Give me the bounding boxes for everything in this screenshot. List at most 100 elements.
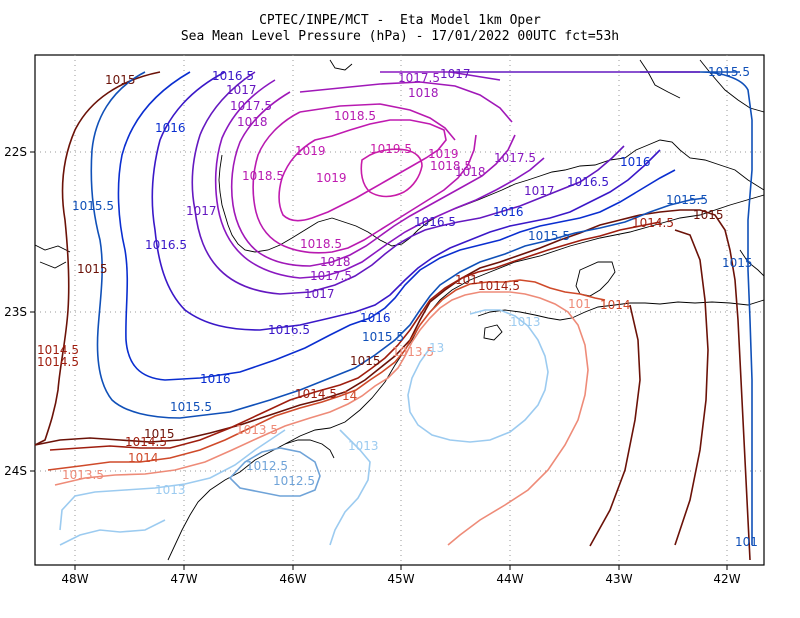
label-1012-5-b: 1012.5: [273, 474, 315, 488]
x-tick-44w: 44W: [496, 572, 523, 586]
label-1016-5-b: 1016.5: [567, 175, 609, 189]
label-1017-c: 1017: [186, 204, 217, 218]
isobar-1014-5: [49, 221, 661, 451]
isobar-1015-west: [34, 71, 161, 446]
isobar-1017-5: [214, 79, 545, 279]
isobar-1015-east: [674, 229, 709, 546]
isobar-1013-sw: [59, 519, 166, 546]
label-1018-a: 1018: [408, 86, 439, 100]
label-1016-b: 1016: [620, 155, 651, 169]
label-1017-5-a: 1017.5: [398, 71, 440, 85]
label-1014-a: 1014: [600, 298, 631, 312]
label-1016-5-e: 1016.5: [268, 323, 310, 337]
label-1017-a: 1017: [226, 83, 257, 97]
label-1018-b: 1018: [237, 115, 268, 129]
label-1016-a: 1016: [155, 121, 186, 135]
label-1013-a: 1013: [510, 315, 541, 329]
isobar-1018-5: [252, 111, 477, 254]
isobar-1014: [47, 279, 606, 471]
label-1016-c: 1016: [493, 205, 524, 219]
label-1019-b: 1019: [428, 147, 459, 161]
label-1013-5-a: 1013.5: [392, 345, 434, 359]
label-1015-f: 1015: [144, 427, 175, 441]
label-1017-5-d: 1017.5: [310, 269, 352, 283]
label-1013-5-c: 1013.5: [62, 468, 104, 482]
isobar-1013-5: [54, 291, 589, 546]
isobar-1019-5: [360, 148, 423, 198]
y-tick-23s: 23S: [4, 305, 27, 319]
isobars: [34, 71, 753, 561]
x-tick-42w: 42W: [713, 572, 740, 586]
isobar-1018: [230, 91, 516, 267]
label-1014-5-c: 1014.5: [37, 343, 79, 357]
label-1019-c: 1019: [316, 171, 347, 185]
label-1018-5-b: 1018.5: [430, 159, 472, 173]
isobar-1013-south: [329, 429, 371, 546]
coastline: [34, 59, 765, 561]
label-1018-5-c: 1018.5: [242, 169, 284, 183]
label-1015-5-f: 1015.5: [170, 400, 212, 414]
isobar-1015-south: [589, 304, 641, 547]
label-1015-d: 1015: [722, 256, 753, 270]
isobar-1013-center: [407, 309, 549, 443]
label-1015-5-e: 1015.5: [362, 330, 404, 344]
label-1017-b: 1017: [440, 67, 471, 81]
label-1015-5-d: 1015.5: [528, 229, 570, 243]
label-1016-5-d: 1016.5: [145, 238, 187, 252]
label-1013-5-b: 1013.5: [236, 423, 278, 437]
isobar-1016-5: [151, 71, 661, 331]
label-1015-e: 1015: [350, 354, 381, 368]
label-1014-5-f: 1014.5: [125, 435, 167, 449]
label-1017-5-b: 1017.5: [230, 99, 272, 113]
label-101-c: 101: [735, 535, 758, 549]
label-1015-c: 1015: [77, 262, 108, 276]
x-tick-48w: 48W: [61, 572, 88, 586]
isobar-1016: [117, 71, 676, 381]
label-1014-5-d: 1014.5: [37, 355, 79, 369]
isobar-1017: [191, 71, 625, 295]
label-1018-5-d: 1018.5: [300, 237, 342, 251]
label-1014-b: 1014: [128, 451, 159, 465]
map-title-line2: Sea Mean Level Pressure (hPa) - 17/01/20…: [180, 29, 620, 44]
label-1015-5-a: 1015.5: [72, 199, 114, 213]
x-tick-43w: 43W: [605, 572, 632, 586]
label-14: 14: [342, 389, 357, 403]
label-1016-e: 1016: [200, 372, 231, 386]
isobar-1012-5: [228, 447, 321, 497]
label-1013-b: 1013: [348, 439, 379, 453]
isobar-1018-north: [299, 81, 513, 123]
label-1018-5-a: 1018.5: [334, 109, 376, 123]
map-frame: [34, 54, 765, 566]
label-13-a: 13: [429, 341, 444, 355]
isobar-1013-west: [59, 429, 286, 531]
label-1018-d: 1018: [320, 255, 351, 269]
label-1014-5-e: 1014.5: [295, 387, 337, 401]
label-1014-5-b: 1014.5: [478, 279, 520, 293]
label-1016-d: 1016: [360, 311, 391, 325]
tick-marks: [30, 151, 728, 570]
x-tick-45w: 45W: [387, 572, 414, 586]
label-101-b: 101: [568, 297, 591, 311]
isobar-1018-5-north: [299, 103, 456, 141]
label-1017-e: 1017: [304, 287, 335, 301]
isobar-1019: [278, 119, 447, 222]
map-title-line1: CPTEC/INPE/MCT - Eta Model 1km Oper: [259, 13, 541, 28]
contour-labels: 1015 1016.5 1017 1017.5 1017 1018 1017.5…: [37, 65, 758, 549]
isobar-1015-main: [34, 209, 751, 561]
label-1012-5-a: 1012.5: [246, 459, 288, 473]
y-tick-22s: 22S: [4, 145, 27, 159]
label-101-a: 101: [455, 273, 478, 287]
x-tick-47w: 47W: [170, 572, 197, 586]
isobar-1017-5-north: [380, 71, 501, 81]
label-1016-5-c: 1016.5: [414, 215, 456, 229]
label-1015-5-b: 1015.5: [666, 193, 708, 207]
label-1019-5: 1019.5: [370, 142, 412, 156]
label-1019-a: 1019: [295, 144, 326, 158]
label-1015-a: 1015: [105, 73, 136, 87]
x-tick-46w: 46W: [279, 572, 306, 586]
label-1015-b: 1015: [693, 208, 724, 222]
isobar-1015-5-main: [90, 71, 706, 419]
y-tick-24s: 24S: [4, 464, 27, 478]
label-1016-5-a: 1016.5: [212, 69, 254, 83]
